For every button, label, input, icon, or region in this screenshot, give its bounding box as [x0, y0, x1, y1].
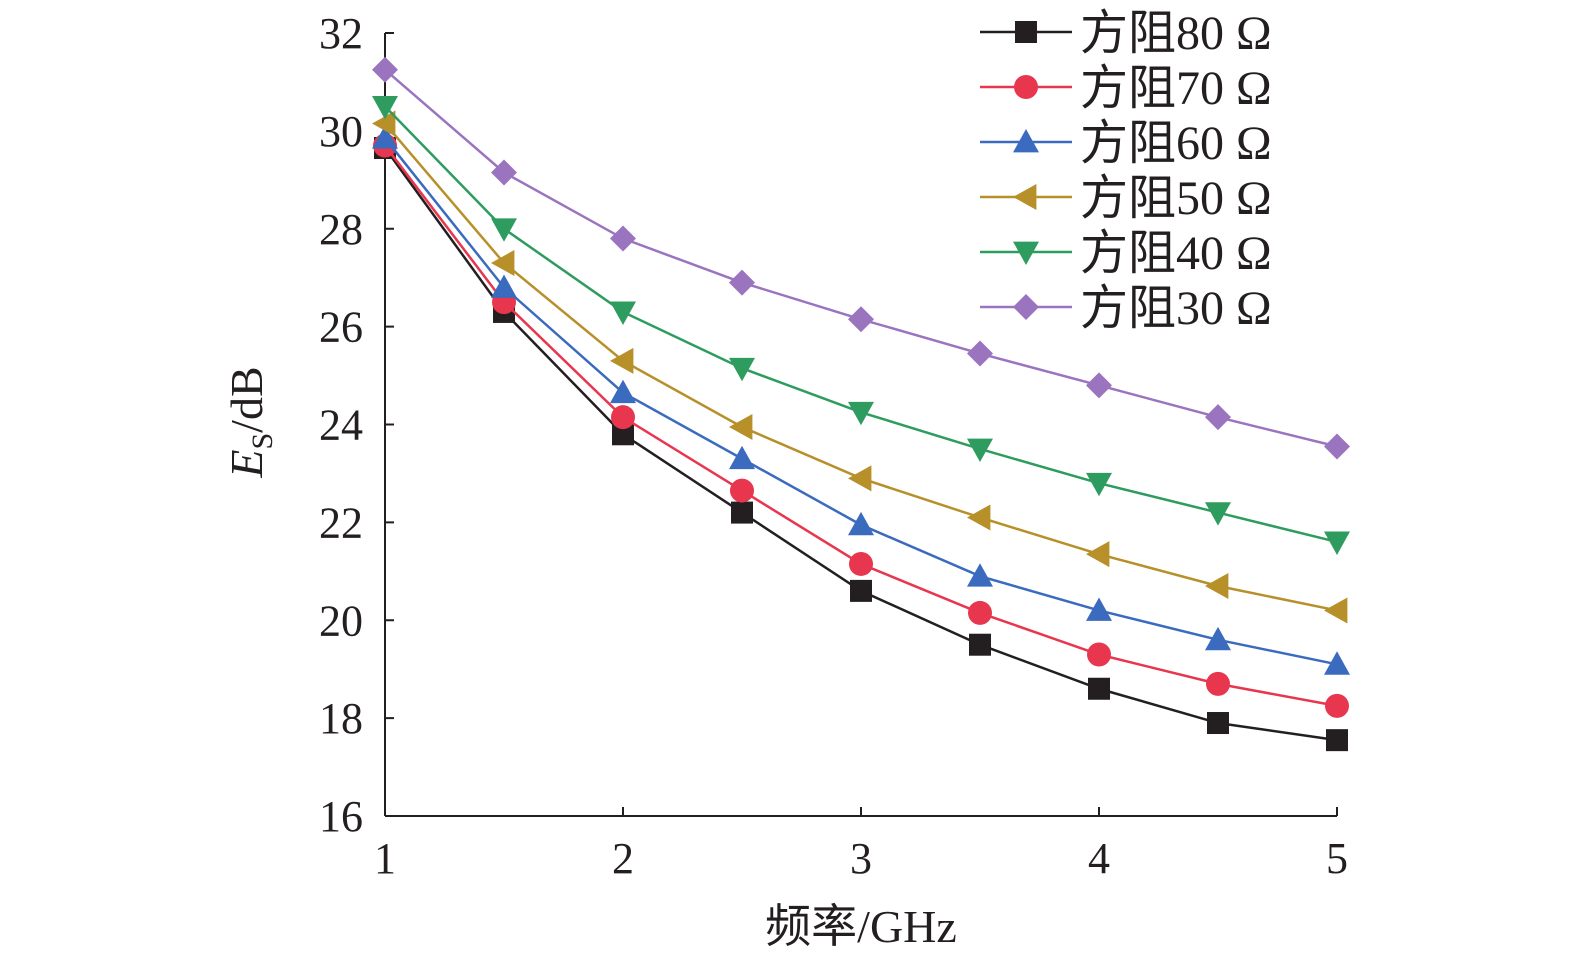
data-point	[1086, 472, 1112, 497]
x-tick-label: 5	[1326, 834, 1348, 883]
y-tick-label: 26	[319, 303, 363, 352]
y-tick-label: 30	[319, 107, 363, 156]
series-1	[374, 137, 1348, 752]
y-tick-label: 24	[319, 401, 363, 450]
data-point	[729, 445, 755, 470]
legend-label: 方阻70 Ω	[1080, 62, 1272, 115]
data-point	[611, 405, 635, 430]
y-tick-label: 18	[319, 694, 363, 743]
legend-marker	[1013, 129, 1039, 153]
y-tick-label: 32	[319, 9, 363, 58]
data-point	[969, 633, 991, 656]
axes: 16 18 20 22 24 26 28 30 32 1 2 3 4 5	[319, 9, 1348, 883]
data-point	[491, 218, 517, 242]
data-point	[372, 110, 396, 137]
data-point	[1207, 712, 1229, 735]
data-point	[1324, 531, 1350, 555]
data-point	[1205, 572, 1229, 599]
data-point	[1205, 404, 1231, 431]
data-point	[610, 225, 636, 252]
series-2	[373, 133, 1349, 718]
data-point	[610, 301, 636, 325]
legend-item: 方阻50 Ω	[980, 172, 1272, 225]
legend-item: 方阻80 Ω	[980, 7, 1272, 60]
y-tick-label: 22	[319, 498, 363, 547]
data-point	[1205, 502, 1231, 526]
legend-label: 方阻40 Ω	[1080, 227, 1272, 280]
data-point	[372, 56, 398, 83]
data-point	[1324, 651, 1350, 675]
data-point	[731, 501, 753, 524]
legend-item: 方阻30 Ω	[980, 282, 1272, 335]
legend-item: 方阻60 Ω	[980, 117, 1272, 170]
data-point	[1086, 541, 1110, 568]
x-tick-label: 4	[1088, 834, 1110, 883]
data-point	[1088, 677, 1110, 700]
data-point	[849, 551, 873, 576]
data-point	[848, 465, 872, 492]
data-point	[612, 423, 634, 446]
series-layer	[372, 56, 1350, 752]
legend-item: 方阻40 Ω	[980, 227, 1272, 280]
data-point	[1324, 597, 1348, 624]
data-point	[1325, 693, 1349, 718]
legend-marker	[1013, 294, 1039, 320]
data-point	[848, 306, 874, 333]
legend-label: 方阻80 Ω	[1080, 7, 1272, 60]
legend-label: 方阻30 Ω	[1080, 282, 1272, 335]
data-point	[729, 357, 755, 382]
data-point	[610, 379, 636, 404]
series-3	[372, 125, 1350, 675]
x-axis-title: 频率/GHz	[765, 901, 957, 952]
data-point	[967, 563, 993, 587]
series-5	[372, 96, 1350, 555]
data-point	[491, 159, 517, 186]
y-tick-label: 28	[319, 205, 363, 254]
x-tick-label: 2	[612, 834, 634, 883]
data-point	[968, 600, 992, 625]
data-point	[848, 401, 874, 426]
data-point	[1087, 642, 1111, 667]
legend-marker	[1014, 75, 1038, 99]
data-point	[850, 579, 872, 602]
data-point	[967, 438, 993, 462]
legend-marker	[1013, 241, 1039, 265]
y-axis-title: ES/dB	[221, 366, 279, 478]
series-6	[372, 56, 1350, 460]
data-point	[848, 511, 874, 536]
data-point	[1205, 626, 1231, 651]
x-tick-label: 1	[374, 834, 396, 883]
series-4	[372, 110, 1348, 624]
legend-label: 方阻60 Ω	[1080, 117, 1272, 170]
data-point	[491, 250, 515, 277]
y-axis-title-sub: S	[246, 433, 279, 450]
data-point	[610, 347, 634, 374]
data-point	[372, 125, 398, 149]
legend-label: 方阻50 Ω	[1080, 172, 1272, 225]
data-point	[1324, 433, 1350, 460]
data-point	[1206, 671, 1230, 696]
y-tick-label: 16	[319, 792, 363, 841]
data-point	[967, 340, 993, 367]
data-point	[1326, 729, 1348, 752]
data-point	[730, 478, 754, 503]
data-point	[967, 504, 991, 531]
data-point	[1086, 597, 1112, 621]
data-point	[372, 96, 398, 120]
y-tick-label: 20	[319, 596, 363, 645]
x-tick-label: 3	[850, 834, 872, 883]
y-axis-title-rest: /dB	[221, 366, 272, 432]
data-point	[491, 274, 517, 298]
data-point	[729, 413, 753, 440]
legend-marker	[1013, 184, 1037, 210]
data-point	[1086, 372, 1112, 399]
legend-marker	[1015, 21, 1037, 43]
legend-item: 方阻70 Ω	[980, 62, 1272, 115]
y-axis-title-main: E	[221, 450, 272, 479]
data-point	[729, 269, 755, 296]
